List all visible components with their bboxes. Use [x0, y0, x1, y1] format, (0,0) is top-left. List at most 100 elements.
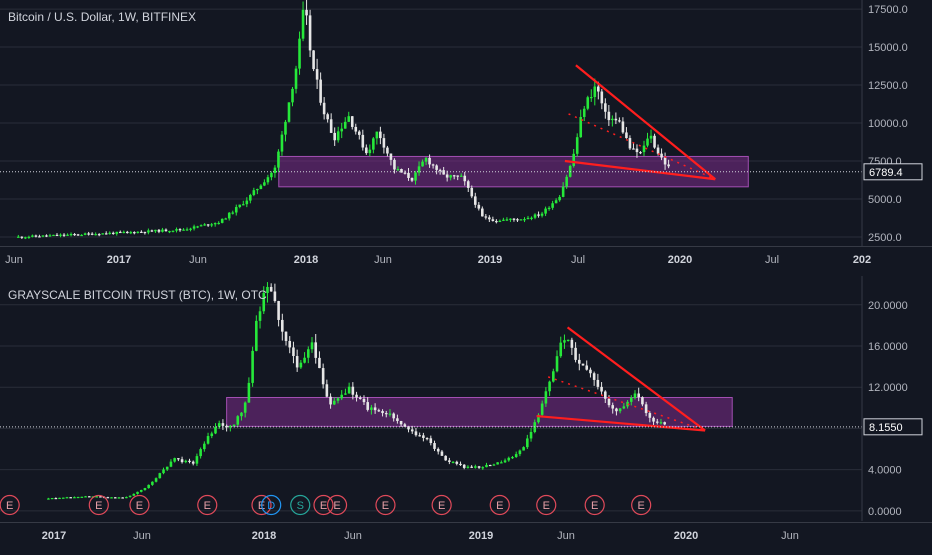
btcusd-candle-body	[449, 175, 452, 178]
gbtc-event-marker: E	[197, 494, 218, 516]
btcusd-candle-body	[189, 228, 192, 230]
gbtc-candle-body	[221, 423, 225, 426]
btcusd-candle-body	[372, 138, 375, 150]
btcusd-candle	[558, 195, 561, 202]
btcusd-y-tick-label: 15000.0	[868, 42, 908, 54]
btcusd-candle	[568, 164, 572, 178]
btcusd-title: Bitcoin / U.S. Dollar, 1W, BITFINEX	[8, 10, 197, 24]
gbtc-candle	[158, 472, 162, 479]
gbtc-candle-body	[403, 424, 407, 427]
gbtc-event-marker: E	[375, 494, 396, 516]
btcusd-candle	[189, 227, 192, 232]
btcusd-candle-body	[45, 235, 48, 237]
btcusd-candle	[220, 218, 224, 224]
gbtc-candle-body	[581, 363, 585, 366]
gbtc-candle-body	[125, 496, 128, 499]
gbtc-event-circle	[197, 494, 218, 516]
gbtc-candle	[229, 424, 232, 432]
gbtc-candle-body	[444, 455, 447, 461]
gbtc-candle	[611, 402, 615, 414]
gbtc-candle-body	[459, 463, 462, 466]
btcusd-candle-body	[238, 204, 242, 208]
btcusd-candle-body	[161, 229, 164, 232]
btcusd-candle-body	[379, 131, 382, 139]
gbtc-candle	[570, 337, 574, 356]
gbtc-event-label: E	[496, 500, 503, 512]
btcusd-candle	[192, 224, 196, 231]
gbtc-candle	[195, 453, 199, 466]
btcusd-candle	[252, 187, 256, 197]
btcusd-candle-body	[259, 185, 263, 189]
gbtc-candle-body	[399, 420, 403, 425]
gbtc-candle-body	[299, 362, 303, 368]
gbtc-candle-body	[629, 397, 633, 402]
gbtc-candle	[615, 407, 618, 416]
btcusd-pane[interactable]: Bitcoin / U.S. Dollar, 1W, BITFINEX 1750…	[0, 0, 932, 246]
gbtc-chart[interactable]: 20.000016.000012.00008.00004.00000.00008…	[0, 276, 932, 521]
gbtc-candle-body	[388, 413, 392, 415]
btcusd-candle-body	[375, 131, 379, 139]
btcusd-candle	[554, 198, 558, 204]
btcusd-candle-body	[62, 234, 66, 236]
gbtc-candle	[622, 402, 626, 410]
btcusd-candle-body	[143, 231, 147, 234]
gbtc-event-circle	[536, 494, 557, 516]
btcusd-candle	[245, 197, 249, 208]
gbtc-pane[interactable]: GRAYSCALE BITCOIN TRUST (BTC), 1W, OTC 2…	[0, 276, 932, 521]
gbtc-candle-body	[544, 391, 548, 404]
btcusd-candle	[572, 149, 576, 168]
gbtc-event-label: E	[333, 500, 340, 512]
gbtc-candle	[143, 487, 147, 491]
btcusd-candle-body	[435, 165, 438, 170]
btcusd-candle-body	[118, 231, 122, 234]
btcusd-candle	[347, 111, 351, 122]
btcusd-candle	[491, 216, 495, 222]
gbtc-candle	[288, 336, 292, 354]
gbtc-candle-body	[288, 340, 292, 348]
gbtc-candle	[496, 462, 499, 465]
gbtc-candle-body	[266, 286, 269, 294]
btcusd-y-tick-label: 17500.0	[868, 4, 908, 16]
btcusd-candle-body	[621, 121, 625, 133]
gbtc-candle-body	[511, 457, 514, 459]
gbtc-candle-body	[292, 347, 295, 357]
gbtc-candle	[618, 408, 622, 414]
gbtc-candle	[217, 420, 221, 430]
gbtc-candle-body	[247, 382, 251, 403]
btcusd-candle-body	[554, 200, 558, 204]
btcusd-candle-body	[526, 217, 530, 220]
gbtc-event-circle	[431, 494, 452, 516]
btcusd-candle	[463, 171, 467, 186]
btcusd-candle-body	[579, 116, 583, 138]
btcusd-candle	[284, 119, 287, 142]
btcusd-candle-body	[589, 96, 593, 99]
btcusd-candle-body	[639, 152, 642, 154]
gbtc-candle	[266, 282, 269, 303]
btcusd-candle-body	[224, 218, 228, 220]
btcusd-candle-body	[456, 175, 460, 177]
btcusd-candle-body	[185, 229, 189, 231]
gbtc-candle-body	[503, 460, 507, 463]
btcusd-candle	[217, 221, 220, 225]
btcusd-candle	[424, 157, 428, 166]
gbtc-candle	[652, 416, 655, 426]
gbtc-candle-body	[251, 350, 254, 383]
gbtc-candle-body	[410, 429, 414, 432]
btcusd-chart[interactable]: 17500.015000.012500.010000.07500.05000.0…	[0, 0, 932, 246]
gbtc-event-marker: E	[536, 494, 557, 516]
gbtc-candle	[462, 464, 466, 470]
gbtc-event-circle	[584, 494, 605, 516]
btcusd-x-tick-label: Jun	[189, 254, 207, 266]
gbtc-candle-body	[466, 466, 470, 468]
gbtc-candle-body	[663, 422, 666, 425]
gbtc-candle	[76, 496, 80, 499]
gbtc-candle	[110, 497, 113, 499]
btcusd-candle	[76, 233, 80, 236]
gbtc-candle-body	[217, 423, 221, 427]
gbtc-candle-body	[589, 369, 592, 374]
btcusd-candle	[368, 144, 372, 157]
btcusd-candle-body	[414, 172, 417, 181]
gbtc-candle-body	[529, 432, 533, 439]
gbtc-event-circle	[0, 494, 20, 516]
gbtc-candle	[121, 497, 124, 499]
